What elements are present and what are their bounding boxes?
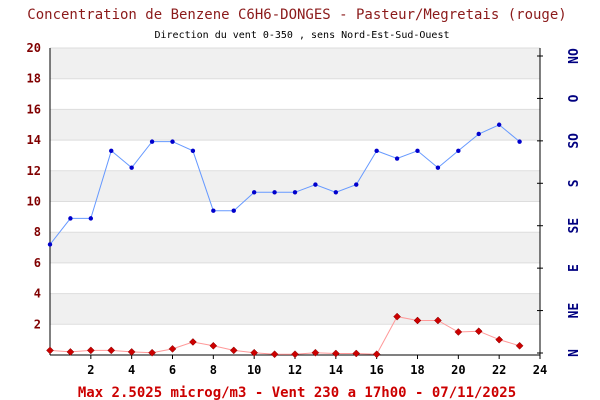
x-tick-labels: 2 4 6 8 10 12 14 16 18 20 22 24 <box>87 363 547 377</box>
x-tick-label: 14 <box>329 363 343 377</box>
y-tick-label: 16 <box>27 102 41 116</box>
data-point <box>291 350 299 359</box>
data-point <box>517 139 522 144</box>
data-point <box>434 316 442 325</box>
data-point <box>515 341 524 350</box>
plot-band <box>50 293 540 325</box>
gridlines <box>50 47 540 325</box>
x-tick-label: 24 <box>533 363 547 377</box>
x-tick-label: 20 <box>451 363 465 377</box>
data-point <box>456 148 461 154</box>
data-point <box>168 345 177 353</box>
x-tick-label: 22 <box>492 363 506 377</box>
data-point <box>374 148 379 154</box>
data-point <box>189 338 197 346</box>
chart-title: Concentration de Benzene C6H6-DONGES - P… <box>27 7 566 23</box>
data-point <box>127 348 136 356</box>
wind-tick-label: NE <box>567 303 582 319</box>
data-point <box>107 346 116 355</box>
data-point <box>170 139 175 144</box>
data-point <box>313 182 318 187</box>
chart-footer: Max 2.5025 microg/m3 - Vent 230 a 17h00 … <box>78 385 516 400</box>
wind-tick-label: E <box>567 264 582 272</box>
y-tick-label: 2 <box>34 317 41 331</box>
data-point <box>149 139 155 144</box>
data-point <box>435 165 441 170</box>
wind-tick-label: SE <box>567 218 582 234</box>
chart-subtitle: Direction du vent 0-350 , sens Nord-Est-… <box>154 30 449 41</box>
data-point <box>352 349 361 358</box>
data-point <box>86 346 95 355</box>
y-tick-label: 4 <box>34 287 41 301</box>
data-point <box>474 327 483 336</box>
data-point <box>394 156 400 161</box>
x-tick-label: 4 <box>128 363 135 377</box>
data-point <box>231 208 236 213</box>
wind-tick-label: SO <box>567 133 582 149</box>
data-point <box>311 348 320 357</box>
x-tick-label: 12 <box>288 363 302 377</box>
wind-tick-label: NO <box>567 48 582 64</box>
data-point <box>333 190 339 195</box>
data-point <box>129 165 134 170</box>
data-point <box>66 348 75 356</box>
data-point <box>190 148 196 154</box>
data-point <box>250 348 259 357</box>
data-point <box>476 131 481 137</box>
x-tick-label: 6 <box>169 363 176 377</box>
data-point <box>413 316 422 325</box>
wind-tick-label: S <box>567 179 582 187</box>
plot-band <box>50 48 540 79</box>
x-tick-label: 16 <box>369 363 383 377</box>
data-point <box>272 190 277 195</box>
data-point <box>454 328 463 336</box>
data-point <box>229 346 238 355</box>
data-point <box>251 190 257 195</box>
data-series <box>46 122 524 359</box>
data-point <box>372 350 381 359</box>
y-tick-label: 8 <box>34 225 41 239</box>
plot-band <box>50 109 540 141</box>
x-tick-label: 8 <box>210 363 217 377</box>
data-point <box>46 346 54 355</box>
data-point <box>393 312 401 321</box>
plot-band <box>50 232 540 263</box>
y-tick-label: 12 <box>27 164 41 178</box>
x-tick-label: 10 <box>247 363 261 377</box>
data-point <box>496 122 502 127</box>
y-tick-label: 10 <box>27 195 41 209</box>
y-tick-labels: 2 4 6 8 10 12 14 16 18 20 <box>27 41 41 331</box>
wind-direction-labels: N NE E SE S SO O NO <box>537 48 582 357</box>
data-point <box>209 341 218 350</box>
data-point <box>292 190 298 195</box>
x-tick-label: 2 <box>87 363 94 377</box>
data-point <box>148 348 156 357</box>
wind-tick-label: O <box>567 94 582 102</box>
data-point <box>354 182 359 187</box>
data-point <box>495 335 504 344</box>
data-point <box>415 148 420 154</box>
plot-band <box>50 170 540 202</box>
wind-tick-label: N <box>567 349 582 357</box>
x-tick-label: 18 <box>410 363 424 377</box>
y-tick-label: 14 <box>27 133 41 147</box>
data-point <box>331 349 340 358</box>
y-tick-label: 18 <box>27 72 41 86</box>
y-tick-label: 6 <box>34 256 41 270</box>
data-point <box>270 350 279 359</box>
series-line <box>49 124 520 245</box>
data-point <box>47 242 53 247</box>
y-tick-label: 20 <box>27 41 41 55</box>
data-point <box>109 148 114 154</box>
data-point <box>68 216 73 221</box>
plot-bands <box>50 48 540 325</box>
data-point <box>88 216 94 221</box>
data-point <box>211 208 216 213</box>
